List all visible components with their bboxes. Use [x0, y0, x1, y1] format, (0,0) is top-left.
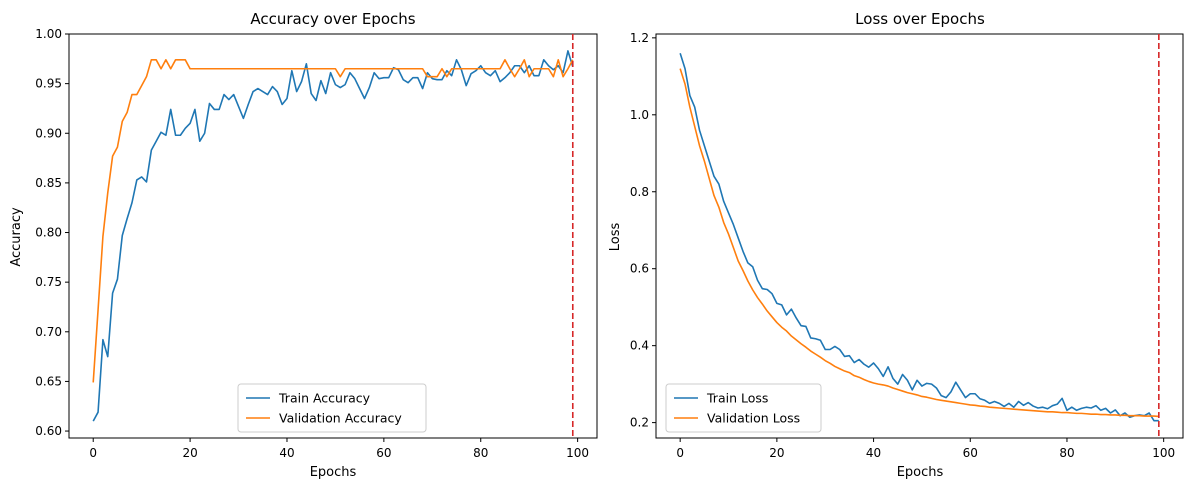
- accuracy-series-validation-line: [92, 59, 574, 383]
- accuracy-x-axis-label: Epochs: [310, 465, 357, 480]
- loss-series-train-line: [679, 52, 1159, 422]
- accuracy-legend: [237, 383, 427, 433]
- accuracy-legend-label: Validation Accuracy: [279, 411, 402, 426]
- loss-x-tick-label: 0: [676, 446, 684, 460]
- loss-y-axis-label: Loss: [608, 223, 623, 252]
- accuracy-y-tick-label: 0.70: [35, 325, 62, 339]
- loss-series-validation-line: [679, 68, 1159, 418]
- loss-legend-label: Train Loss: [706, 391, 768, 406]
- loss-y-tick-label: 0.4: [630, 339, 649, 353]
- accuracy-x-tick-label: 0: [89, 446, 97, 460]
- accuracy-x-tick-label: 40: [279, 446, 294, 460]
- loss-x-tick-label: 20: [769, 446, 784, 460]
- loss-x-axis-label: Epochs: [897, 465, 944, 480]
- loss-chart: Loss over Epochs Epochs Loss 0 20 40 60 80 10…: [608, 10, 1184, 480]
- loss-x-tick-label: 40: [866, 446, 881, 460]
- loss-y-tick-label: 1.2: [630, 31, 649, 45]
- accuracy-y-tick-label: 0.75: [35, 275, 62, 289]
- accuracy-y-tick-label: 0.95: [35, 77, 62, 91]
- loss-legend-label: Validation Loss: [707, 411, 800, 426]
- accuracy-y-tick-label: 0.85: [35, 176, 62, 190]
- accuracy-axes-frame: [68, 33, 598, 439]
- accuracy-x-tick-label: 20: [182, 446, 197, 460]
- accuracy-y-tick-label: 0.90: [35, 126, 62, 140]
- loss-x-tick-label: 100: [1152, 446, 1175, 460]
- accuracy-x-tick-label: 80: [473, 446, 488, 460]
- accuracy-x-tick-label: 100: [566, 446, 589, 460]
- loss-y-tick-label: 0.8: [630, 185, 649, 199]
- accuracy-chart: Accuracy over Epochs Epochs Accuracy 0 20…: [9, 10, 598, 480]
- accuracy-y-tick-label: 0.60: [35, 424, 62, 438]
- accuracy-series-train-line: [92, 50, 574, 422]
- accuracy-chart-title: Accuracy over Epochs: [250, 10, 415, 28]
- accuracy-plot-area: 0 20 40 60 80 100 0.60 0.65 0.70 0.75 0.80 0.85 0.90…: [35, 27, 598, 460]
- accuracy-x-tick-label: 60: [376, 446, 391, 460]
- loss-legend: [665, 383, 822, 433]
- loss-y-tick-label: 0.2: [630, 416, 649, 430]
- loss-x-tick-label: 60: [963, 446, 978, 460]
- loss-y-tick-label: 0.6: [630, 262, 649, 276]
- loss-y-tick-label: 1.0: [630, 108, 649, 122]
- accuracy-y-axis-label: Accuracy: [9, 207, 24, 267]
- accuracy-y-tick-label: 0.80: [35, 226, 62, 240]
- accuracy-y-tick-label: 0.65: [35, 374, 62, 388]
- accuracy-y-tick-label: 1.00: [35, 27, 62, 41]
- loss-plot-area: 0 20 40 60 80 100 0.2 0.4 0.6 0.8 1.0 1.2 Train Loss…: [630, 31, 1184, 460]
- loss-x-tick-label: 80: [1059, 446, 1074, 460]
- loss-axes-frame: [655, 33, 1184, 439]
- accuracy-legend-label: Train Accuracy: [278, 391, 371, 406]
- loss-chart-title: Loss over Epochs: [855, 10, 985, 28]
